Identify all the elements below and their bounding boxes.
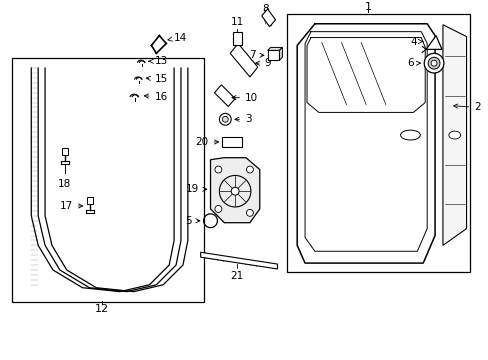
Polygon shape [442,25,466,246]
Text: 10: 10 [231,93,258,103]
Circle shape [427,57,439,69]
Circle shape [215,166,222,173]
Polygon shape [279,48,282,60]
Text: 9: 9 [255,58,271,68]
Text: 20: 20 [195,137,218,147]
Text: 12: 12 [95,304,109,314]
Circle shape [222,116,228,122]
Text: 4: 4 [410,36,422,46]
Text: 8: 8 [262,4,269,14]
Polygon shape [214,85,235,107]
Polygon shape [426,36,441,49]
Circle shape [215,206,222,212]
Text: 19: 19 [185,184,206,194]
Text: 18: 18 [58,179,71,189]
Circle shape [246,166,253,173]
Text: 6: 6 [406,58,420,68]
Text: 17: 17 [59,201,82,211]
Circle shape [231,187,239,195]
Polygon shape [210,158,259,223]
Bar [232,32,241,45]
Bar [61,148,67,155]
Bar [12,58,203,302]
Text: 16: 16 [144,92,167,102]
Text: 21: 21 [230,271,243,281]
Ellipse shape [400,130,419,140]
Text: 7: 7 [249,50,264,60]
Text: 11: 11 [230,17,243,27]
Text: 1: 1 [364,2,371,12]
Bar [222,136,242,147]
Text: 14: 14 [167,32,187,42]
Circle shape [246,210,253,216]
Circle shape [424,53,443,73]
Text: 3: 3 [234,114,251,124]
Circle shape [219,113,231,125]
Circle shape [430,60,436,66]
Ellipse shape [448,131,460,139]
Polygon shape [200,252,277,269]
Text: 13: 13 [148,56,167,66]
Bar [87,197,93,204]
Polygon shape [267,48,282,50]
Polygon shape [230,44,257,77]
Text: 15: 15 [146,74,167,84]
Text: 2: 2 [452,103,480,112]
Polygon shape [261,9,275,27]
Bar [267,50,279,60]
Bar [287,14,468,272]
Text: 5: 5 [185,216,200,226]
